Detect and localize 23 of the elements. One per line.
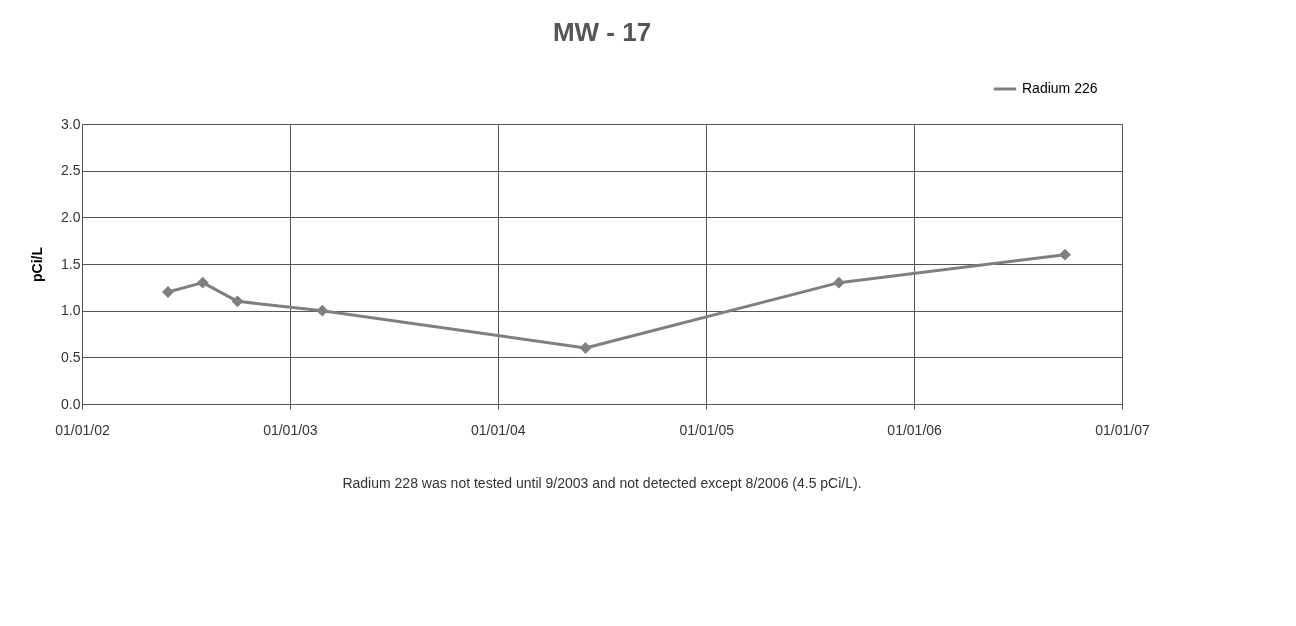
x-tick-label: 01/01/04	[471, 421, 526, 438]
y-tick-label: 0.0	[61, 395, 81, 412]
y-tick-label: 0.5	[61, 348, 81, 365]
point	[833, 276, 845, 289]
point	[316, 304, 329, 317]
point	[231, 295, 244, 308]
x-tick-label: 01/01/07	[1095, 421, 1150, 438]
y-tick-label: 1.5	[61, 255, 81, 272]
point	[1059, 248, 1071, 261]
y-tick-label: 1.0	[61, 302, 81, 319]
x-tick-label: 01/01/03	[263, 421, 318, 438]
y-tick-label: 3.0	[61, 115, 81, 132]
chart-title: MW - 17	[552, 17, 652, 47]
point	[196, 276, 209, 289]
x-tick-label: 01/01/06	[887, 421, 943, 438]
text: Radium 228 was not tested until 9/2003 and not detected except 8/2006 (4.5 pCi/L).	[342, 475, 862, 491]
y-tick-label: 2.0	[61, 208, 81, 225]
x-tick-label: 01/01/05	[679, 421, 735, 438]
y-axis-title: pCi/L	[29, 246, 46, 282]
y-tick-label: 2.5	[61, 162, 81, 179]
x-tick-label: 01/01/02	[55, 421, 110, 438]
legend-label: Radium 226	[1022, 80, 1098, 96]
point	[579, 342, 592, 354]
